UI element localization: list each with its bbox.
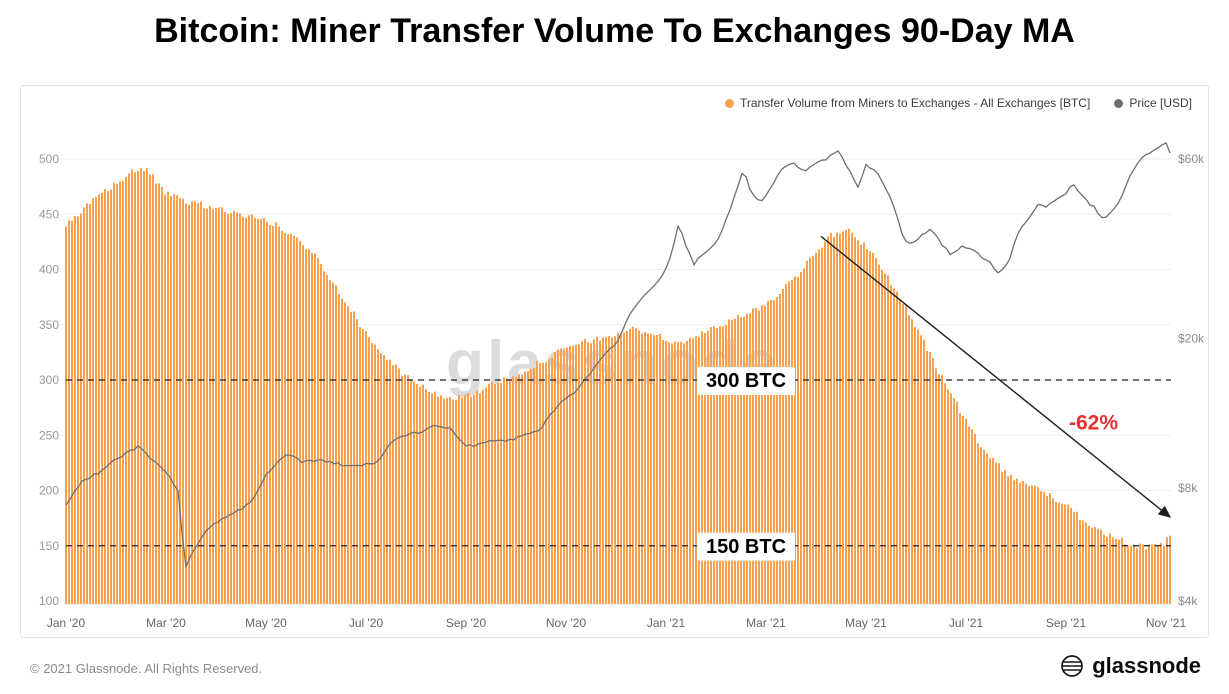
glassnode-logo-icon [1060, 654, 1084, 678]
reference-label-background [696, 367, 796, 395]
reference-line-label: 150 BTC [706, 536, 786, 558]
right-axis-tick-label: $8k [1178, 481, 1198, 495]
x-axis-tick-label: Jul '20 [349, 616, 384, 630]
left-axis-tick-label: 300 [39, 373, 59, 387]
legend-dot-icon [724, 98, 734, 108]
decline-percent-label: -62% [1069, 412, 1118, 435]
chart-card: 100 150 200 250 300 350 400 450 500 $4k $8k $20k $60… [20, 85, 1209, 638]
x-axis-tick-label: Jan '20 [47, 616, 86, 630]
x-axis-tick-label: Sep '21 [1046, 616, 1087, 630]
chart-canvas: 100 150 200 250 300 350 400 450 500 $4k $8k $20k $60… [39, 142, 1205, 630]
reference-label-background [696, 532, 796, 561]
right-axis-tick-label: $4k [1178, 594, 1198, 608]
left-axis-tick-label: 250 [39, 428, 59, 442]
decline-arrow [820, 235, 1172, 518]
x-axis-tick-label: Nov '21 [1146, 616, 1187, 630]
brand-text: glassnode [1092, 653, 1201, 678]
legend-label: Transfer Volume from Miners to Exchanges… [739, 96, 1091, 110]
legend-label: Price [USD] [1129, 96, 1192, 110]
right-axis-tick-label: $20k [1178, 331, 1205, 345]
legend-item-price[interactable]: Price [USD] [1114, 96, 1192, 110]
left-axis-tick-label: 500 [39, 152, 59, 166]
x-axis-tick-label: May '21 [845, 616, 887, 630]
left-axis-tick-label: 150 [39, 539, 59, 553]
left-axis-tick-label: 450 [39, 207, 59, 221]
left-axis-tick-label: 400 [39, 263, 59, 277]
x-axis-tick-label: Sep '20 [446, 616, 487, 630]
page-title: Bitcoin: Miner Transfer Volume To Exchan… [154, 12, 1075, 50]
x-axis-tick-label: May '20 [245, 616, 287, 630]
left-axis-tick-label: 350 [39, 318, 59, 332]
left-axis-tick-label: 200 [39, 484, 59, 498]
glassnode-wordmark: glassnode [1060, 653, 1201, 679]
legend-item-volume[interactable]: Transfer Volume from Miners to Exchanges… [724, 96, 1091, 110]
x-axis-tick-label: Mar '21 [746, 616, 786, 630]
x-axis-tick-label: Jul '21 [949, 616, 984, 630]
chart-legend: Transfer Volume from Miners to Exchanges… [724, 96, 1192, 110]
x-axis-tick-label: Nov '20 [546, 616, 587, 630]
right-axis-tick-label: $60k [1178, 152, 1205, 166]
legend-dot-icon [1114, 98, 1124, 108]
left-axis-tick-label: 100 [39, 594, 59, 608]
copyright-text: © 2021 Glassnode. All Rights Reserved. [30, 661, 263, 676]
volume-bars [65, 168, 1171, 605]
x-axis-tick-label: Jan '21 [647, 616, 686, 630]
price-line [65, 142, 1171, 568]
x-axis-tick-label: Mar '20 [146, 616, 186, 630]
reference-line-label: 300 BTC [706, 370, 786, 392]
